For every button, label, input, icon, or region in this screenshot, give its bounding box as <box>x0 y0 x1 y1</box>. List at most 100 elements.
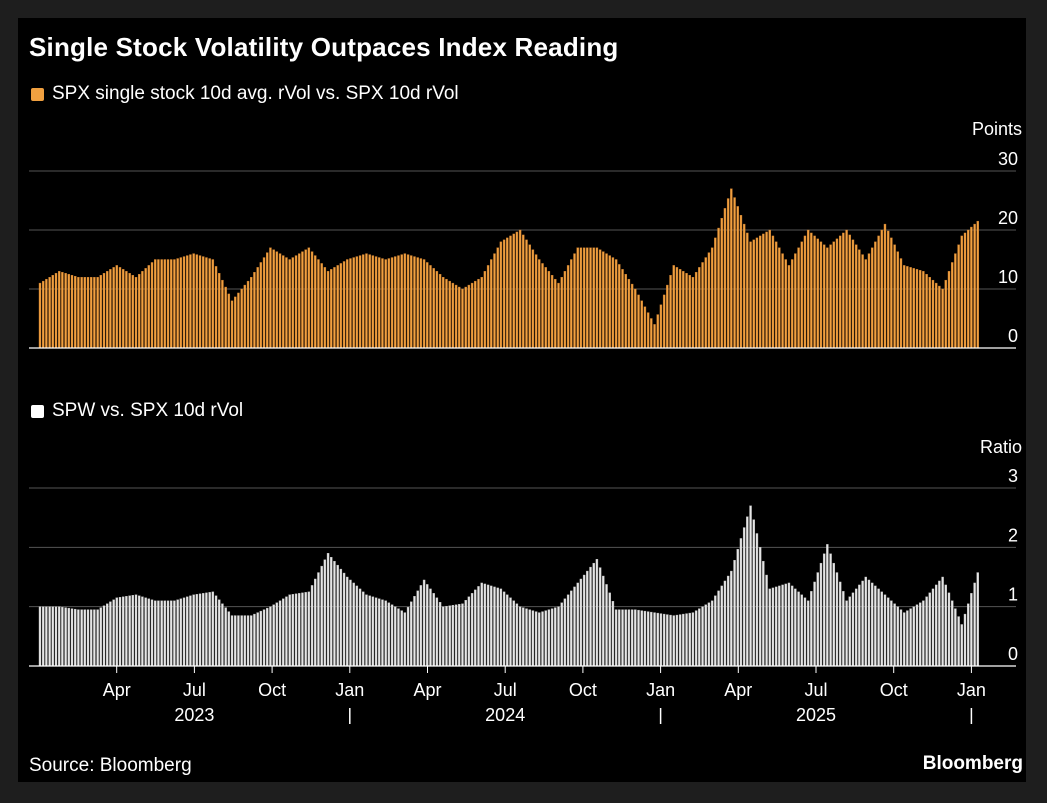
data-bar <box>589 566 592 667</box>
data-bar <box>131 595 135 667</box>
data-bar <box>963 613 967 667</box>
data-bar <box>182 256 186 349</box>
data-bar <box>560 602 563 667</box>
data-bar <box>582 247 586 349</box>
x-tick-label: Jan <box>957 680 986 700</box>
data-bar <box>768 229 771 349</box>
data-bar <box>608 592 611 667</box>
data-bar <box>806 600 810 667</box>
data-bar <box>589 247 592 349</box>
data-bar <box>246 280 250 349</box>
data-bar <box>179 598 183 667</box>
data-bar <box>419 585 423 667</box>
data-bar <box>586 570 589 667</box>
data-bar <box>298 593 301 667</box>
data-bar <box>150 262 154 349</box>
data-bar <box>298 253 301 349</box>
data-bar <box>106 603 109 667</box>
data-bar <box>598 249 602 349</box>
data-bar <box>784 583 787 667</box>
data-bar <box>752 239 755 349</box>
data-bar <box>461 603 464 667</box>
data-bar <box>675 614 679 667</box>
legend-swatch-1 <box>31 87 44 101</box>
data-bar <box>611 601 615 667</box>
data-bar <box>736 549 739 667</box>
data-bar <box>618 264 621 349</box>
data-bar <box>141 271 144 349</box>
unit-label-ratio: Ratio <box>979 437 1022 457</box>
legend-label-1: SPX single stock 10d avg. rVol vs. SPX 1… <box>52 83 459 104</box>
data-bar <box>301 251 304 349</box>
data-bar <box>870 247 874 349</box>
data-bar <box>618 609 621 667</box>
data-bar <box>813 581 816 667</box>
data-bar <box>128 595 131 667</box>
data-bar <box>611 257 615 349</box>
data-bar <box>256 267 259 349</box>
data-bar <box>256 612 259 667</box>
year-label: 2025 <box>796 705 836 725</box>
data-bar <box>877 588 880 667</box>
data-bar <box>150 599 154 667</box>
data-bar <box>195 594 199 667</box>
data-bar <box>445 278 448 349</box>
data-bar <box>176 599 179 667</box>
data-bar <box>605 584 608 667</box>
data-bar <box>86 609 90 667</box>
data-bar <box>595 247 599 349</box>
data-bar <box>906 610 909 667</box>
data-bar <box>947 271 951 349</box>
data-bar <box>874 241 877 349</box>
data-bar <box>365 594 368 667</box>
data-bar <box>912 268 915 349</box>
data-bar <box>403 253 407 349</box>
data-bar <box>794 588 797 667</box>
x-tick-label: Oct <box>258 680 286 700</box>
data-bar <box>467 596 471 667</box>
data-bar <box>96 609 99 667</box>
data-bar <box>938 580 941 667</box>
data-bar <box>883 594 887 667</box>
data-bar <box>288 594 291 667</box>
data-bar <box>973 223 976 349</box>
data-bar <box>509 235 512 349</box>
data-bar <box>58 271 61 349</box>
data-bar <box>458 603 461 667</box>
data-bar <box>80 277 83 349</box>
data-bar <box>893 603 896 667</box>
data-bar <box>77 609 80 667</box>
data-bar <box>630 283 634 349</box>
data-bar <box>74 276 77 349</box>
data-bar <box>915 269 919 349</box>
legend-swatch-2 <box>31 404 44 418</box>
data-bar <box>557 282 560 349</box>
data-bar <box>643 610 647 667</box>
data-bar <box>931 588 935 667</box>
data-bar <box>477 278 480 349</box>
data-bar <box>131 275 135 349</box>
data-bar <box>765 574 768 667</box>
data-bar <box>339 568 343 667</box>
data-bar <box>67 607 71 667</box>
data-bar <box>486 584 490 667</box>
data-bar <box>771 235 775 349</box>
data-bar <box>835 238 839 349</box>
data-bar <box>54 273 58 349</box>
data-bar <box>909 608 912 667</box>
data-bar <box>371 255 375 349</box>
data-bar <box>662 613 666 667</box>
data-bar <box>192 253 195 349</box>
data-bar <box>93 277 96 349</box>
data-bar <box>272 249 275 349</box>
legend-series-1: SPX single stock 10d avg. rVol vs. SPX 1… <box>31 83 459 105</box>
data-bar <box>243 615 247 667</box>
data-bar <box>803 235 807 349</box>
data-bar <box>387 258 391 349</box>
data-bar <box>672 615 675 667</box>
data-bar <box>566 594 570 667</box>
data-bar <box>563 598 567 667</box>
data-bar <box>838 235 842 349</box>
data-bar <box>579 247 583 349</box>
data-bar <box>534 611 538 667</box>
